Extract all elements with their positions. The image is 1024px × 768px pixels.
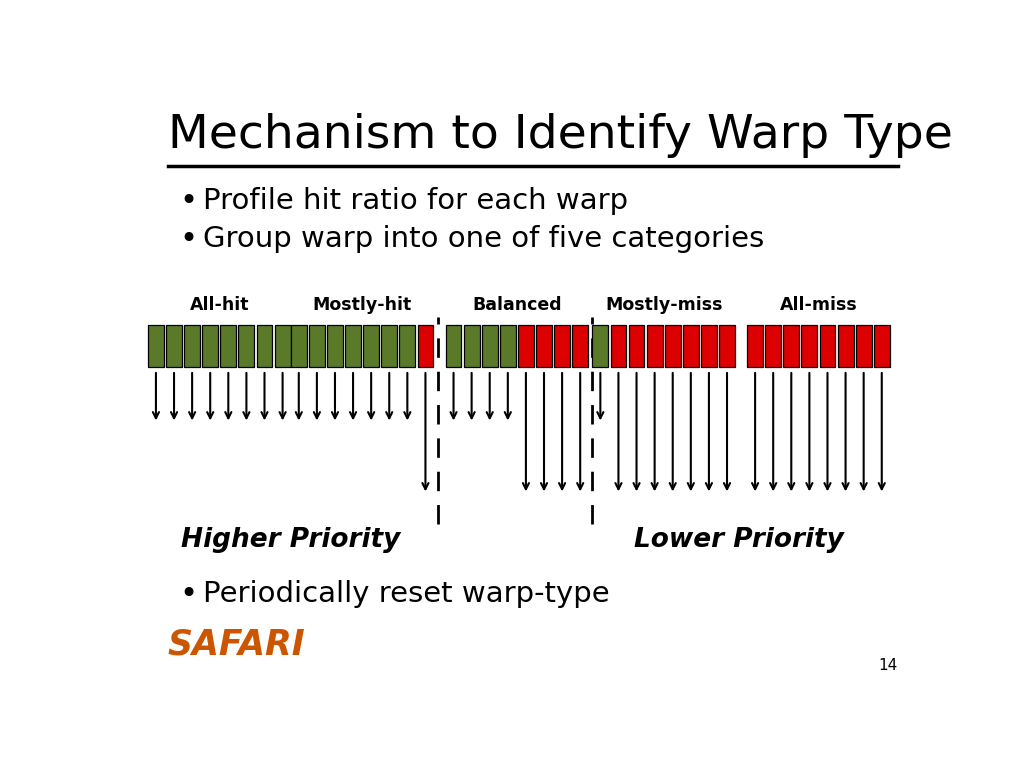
Bar (554, 325, 570, 367)
Text: Group warp into one of five categories: Group warp into one of five categories (204, 225, 765, 253)
Bar (257, 325, 272, 367)
Text: Periodically reset warp-type: Periodically reset warp-type (204, 580, 610, 608)
Bar (364, 325, 379, 367)
Text: Lower Priority: Lower Priority (634, 527, 844, 553)
Bar (148, 325, 164, 367)
Bar (381, 325, 397, 367)
Text: Profile hit ratio for each warp: Profile hit ratio for each warp (204, 187, 629, 215)
Bar (802, 325, 817, 367)
Text: SAFARI: SAFARI (168, 627, 305, 661)
Bar (819, 325, 836, 367)
Bar (719, 325, 735, 367)
Bar (629, 325, 644, 367)
Bar (327, 325, 343, 367)
Text: •: • (179, 187, 198, 216)
Bar (665, 325, 681, 367)
Text: •: • (179, 225, 198, 254)
Bar (593, 325, 608, 367)
Bar (481, 325, 498, 367)
Text: Balanced: Balanced (472, 296, 562, 314)
Bar (683, 325, 698, 367)
Bar (610, 325, 627, 367)
Bar (518, 325, 534, 367)
Bar (838, 325, 854, 367)
Bar (701, 325, 717, 367)
Text: Mechanism to Identify Warp Type: Mechanism to Identify Warp Type (168, 113, 952, 158)
Bar (537, 325, 552, 367)
Bar (399, 325, 416, 367)
Text: All-miss: All-miss (779, 296, 857, 314)
Text: Mostly-hit: Mostly-hit (312, 296, 412, 314)
Bar (445, 325, 462, 367)
Bar (873, 325, 890, 367)
Text: All-hit: All-hit (189, 296, 249, 314)
Bar (500, 325, 516, 367)
Bar (647, 325, 663, 367)
Bar (464, 325, 479, 367)
Text: Higher Priority: Higher Priority (181, 527, 400, 553)
Bar (748, 325, 763, 367)
Bar (345, 325, 361, 367)
Bar (203, 325, 218, 367)
Text: •: • (179, 580, 198, 609)
Text: 14: 14 (879, 658, 898, 673)
Bar (765, 325, 781, 367)
Bar (856, 325, 871, 367)
Bar (220, 325, 237, 367)
Text: Mostly-miss: Mostly-miss (605, 296, 722, 314)
Bar (418, 325, 433, 367)
Bar (239, 325, 254, 367)
Bar (291, 325, 307, 367)
Bar (309, 325, 325, 367)
Bar (572, 325, 588, 367)
Bar (184, 325, 200, 367)
Bar (166, 325, 182, 367)
Bar (783, 325, 799, 367)
Bar (274, 325, 291, 367)
